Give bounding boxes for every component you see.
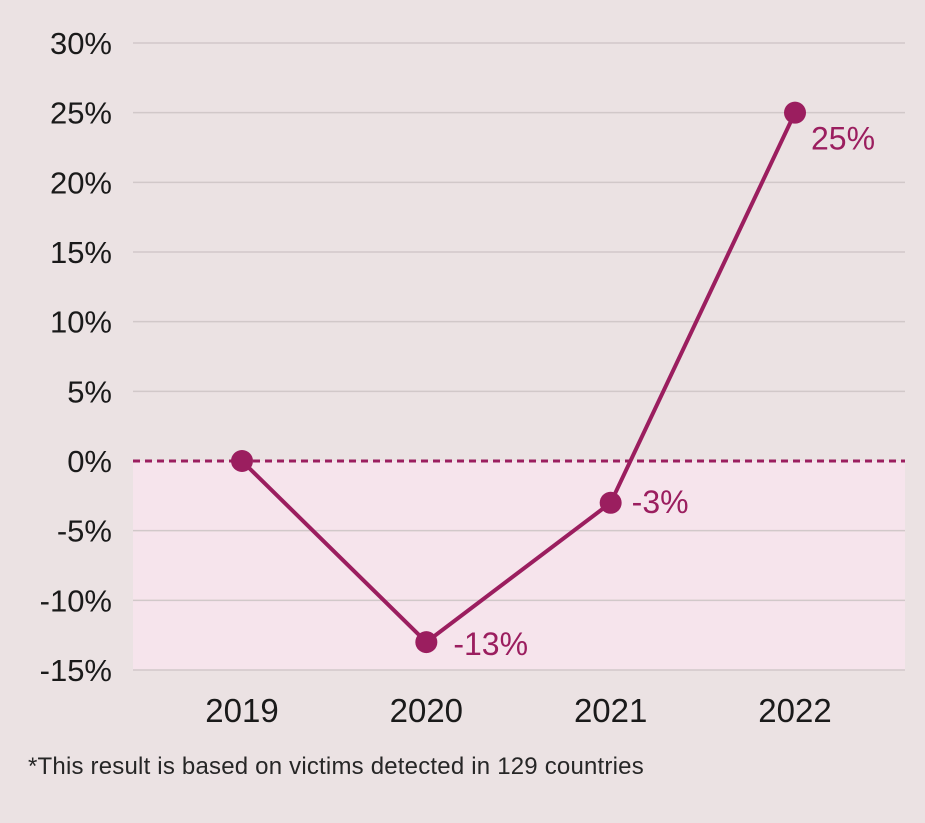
y-tick-label: 20%	[50, 165, 112, 200]
below-zero-shading	[133, 461, 905, 670]
y-tick-label: -5%	[57, 514, 112, 549]
x-axis-label: 2020	[390, 692, 463, 729]
y-tick-label: 15%	[50, 235, 112, 270]
y-tick-label: 5%	[67, 374, 112, 409]
data-point-marker	[231, 450, 253, 472]
trend-line	[240, 110, 797, 645]
data-point-marker	[599, 491, 622, 514]
y-tick-label: 30%	[50, 26, 112, 61]
y-tick-label: -10%	[40, 583, 112, 618]
y-tick-label: 0%	[67, 444, 112, 479]
x-axis-label: 2022	[758, 692, 831, 729]
data-point-label: -3%	[632, 484, 689, 520]
y-tick-label: 25%	[50, 96, 112, 131]
data-point-marker	[415, 631, 438, 654]
data-point-label: 25%	[811, 121, 875, 157]
data-point-label: -13%	[453, 626, 528, 662]
line-chart: 30% 25% 20% 15% 10% 5% 0% -5% -10% -15% 2019 -13% 20…	[40, 26, 905, 729]
y-tick-label: -15%	[40, 653, 112, 688]
data-point-marker	[784, 101, 806, 124]
x-axis-label: 2021	[574, 692, 647, 729]
y-tick-label: 10%	[50, 305, 112, 340]
x-axis-label: 2019	[205, 692, 278, 729]
chart-footnote: *This result is based on victims detecte…	[28, 753, 644, 780]
